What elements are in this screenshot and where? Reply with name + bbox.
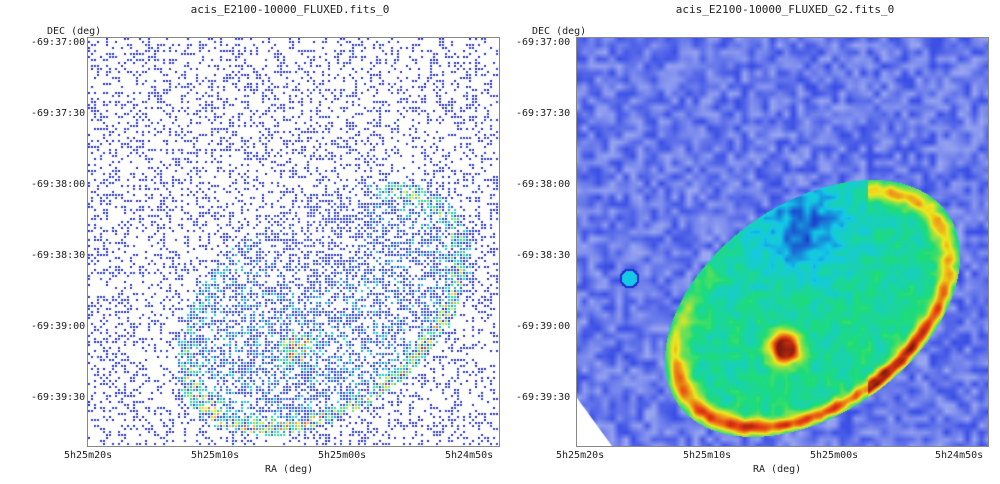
right-image-title: acis_E2100-10000_FLUXED_G2.fits_0 xyxy=(675,3,895,16)
left-xtick-3: 5h24m50s xyxy=(445,450,494,461)
left-ytick-1: -69:37:30 xyxy=(31,108,86,119)
right-ytick-2: -69:38:00 xyxy=(516,179,571,190)
right-image-panel[interactable] xyxy=(576,37,989,447)
right-ytick-1: -69:37:30 xyxy=(516,108,571,119)
left-image-title: acis_E2100-10000_FLUXED.fits_0 xyxy=(190,3,390,16)
right-ra-axis-label: RA (deg) xyxy=(753,464,802,475)
right-xtick-1: 5h25m10s xyxy=(683,450,732,461)
right-xtick-3: 5h24m50s xyxy=(935,450,984,461)
left-xtick-2: 5h25m00s xyxy=(318,450,367,461)
right-ytick-5: -69:39:30 xyxy=(516,392,571,403)
right-ytick-0: -69:37:00 xyxy=(516,37,571,48)
right-xtick-0: 5h25m20s xyxy=(556,450,605,461)
left-ytick-3: -69:38:30 xyxy=(31,250,86,261)
left-fits-image[interactable] xyxy=(88,38,499,446)
left-image-panel[interactable] xyxy=(87,37,500,447)
left-dec-axis-label: DEC (deg) xyxy=(47,26,102,37)
left-xtick-0: 5h25m20s xyxy=(64,450,113,461)
right-dec-axis-label: DEC (deg) xyxy=(532,26,587,37)
right-fits-image[interactable] xyxy=(577,38,988,446)
left-ytick-0: -69:37:00 xyxy=(31,37,86,48)
right-ytick-3: -69:38:30 xyxy=(516,250,571,261)
left-xtick-1: 5h25m10s xyxy=(191,450,240,461)
left-ra-axis-label: RA (deg) xyxy=(265,464,314,475)
right-ytick-4: -69:39:00 xyxy=(516,321,571,332)
left-ytick-4: -69:39:00 xyxy=(31,321,86,332)
left-ytick-2: -69:38:00 xyxy=(31,179,86,190)
right-xtick-2: 5h25m00s xyxy=(810,450,859,461)
left-ytick-5: -69:39:30 xyxy=(31,392,86,403)
